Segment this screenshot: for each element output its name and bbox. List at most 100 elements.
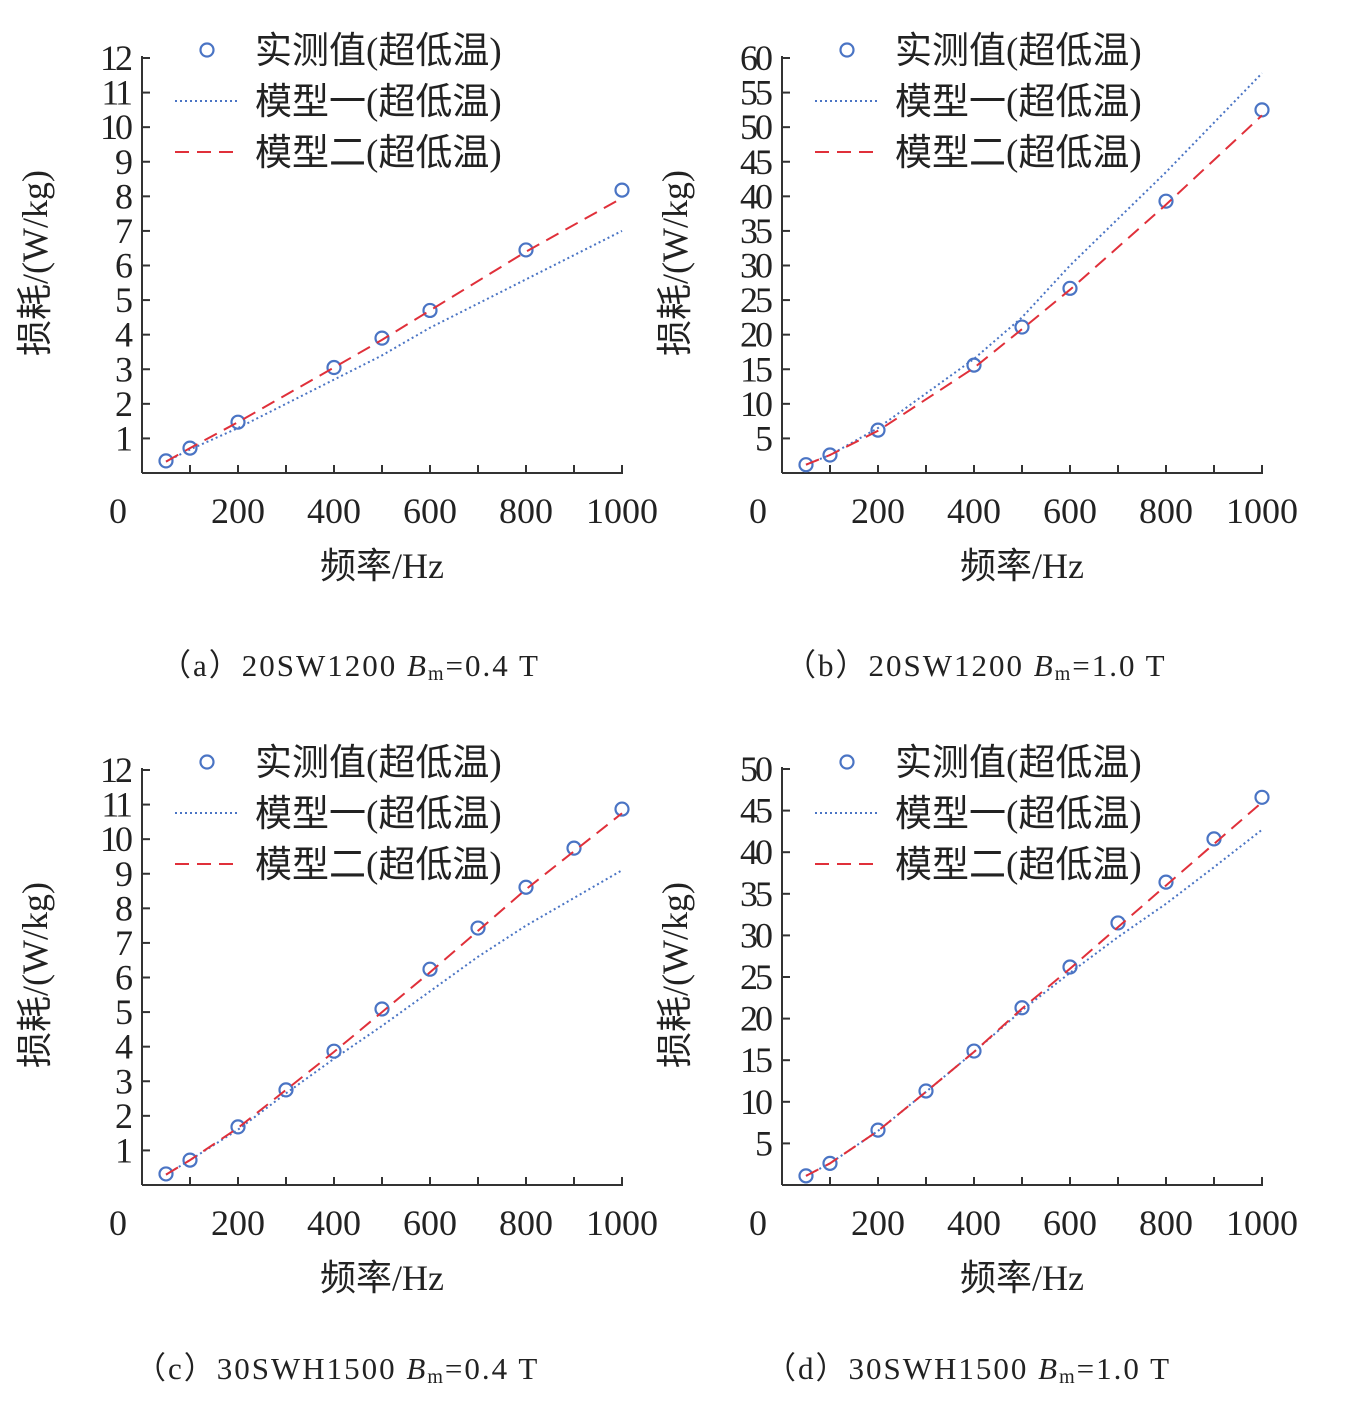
caption-text: （c）30SWH1500: [135, 1351, 407, 1386]
x-tick-label: 0: [109, 1203, 127, 1243]
y-tick-label: 11: [101, 73, 131, 113]
chart-panel-c: 0 200 400 600 800 1000123456789101112频率/Hz损耗/…: [15, 742, 658, 1298]
data-point-measured: [518, 242, 534, 258]
x-axis-label: 频率/Hz: [960, 546, 1084, 586]
series-line-model2: [805, 114, 1263, 466]
y-tick-label: 15: [740, 349, 772, 389]
data-point-measured: [566, 840, 582, 856]
data-point-measured: [798, 457, 814, 473]
y-tick-label: 40: [740, 832, 772, 872]
data-point-measured: [1254, 102, 1270, 118]
y-tick-label: 35: [740, 211, 772, 251]
legend-marker-measured: [839, 42, 855, 58]
x-tick-label: 600: [403, 491, 457, 531]
x-axis-label: 频率/Hz: [960, 1258, 1084, 1298]
data-point-measured: [230, 414, 246, 430]
x-axis-label: 频率/Hz: [320, 546, 444, 586]
x-axis-label: 频率/Hz: [320, 1258, 444, 1298]
x-tick-label: 600: [1043, 1203, 1097, 1243]
y-tick-label: 8: [115, 888, 132, 928]
data-point-measured: [158, 1166, 174, 1182]
y-tick-label: 20: [740, 999, 772, 1039]
y-tick-label: 3: [115, 1061, 132, 1101]
legend-label-model1: 模型一(超低温): [895, 81, 1142, 123]
y-tick-label: 1: [115, 1130, 131, 1170]
data-point-measured: [822, 447, 838, 463]
legend-marker-measured: [199, 42, 215, 58]
series-line-model1: [805, 828, 1263, 1177]
x-tick-label: 200: [851, 491, 905, 531]
y-tick-label: 5: [755, 1123, 772, 1163]
caption-subscript: m: [1054, 663, 1073, 685]
data-point-measured: [966, 1043, 982, 1059]
x-tick-label: 0: [109, 491, 127, 531]
x-tick-label: 800: [1139, 1203, 1193, 1243]
caption-d: （d）30SWH1500 Bm=1.0 T: [765, 1343, 1171, 1389]
x-tick-label: 1000: [1226, 491, 1298, 531]
data-point-measured: [158, 453, 174, 469]
y-tick-label: 10: [100, 819, 132, 859]
y-axis-label: 损耗/(W/kg): [15, 170, 55, 356]
x-tick-label: 0: [749, 1203, 767, 1243]
y-tick-label: 2: [115, 384, 132, 424]
data-point-measured: [1254, 789, 1270, 805]
y-tick-label: 55: [740, 73, 772, 113]
y-tick-label: 12: [100, 750, 132, 790]
x-tick-label: 400: [307, 491, 361, 531]
legend-label-measured: 实测值(超低温): [255, 30, 502, 72]
y-tick-label: 25: [740, 957, 772, 997]
legend: 实测值(超低温) 模型一(超低温) 模型二(超低温): [815, 742, 1142, 886]
y-tick-label: 7: [115, 923, 132, 963]
y-tick-label: 4: [115, 315, 133, 355]
data-point-measured: [374, 1001, 390, 1017]
data-point-measured: [422, 961, 438, 977]
y-axis-label: 损耗/(W/kg): [655, 170, 695, 356]
y-tick-label: 2: [115, 1096, 132, 1136]
x-tick-label: 200: [211, 491, 265, 531]
series-line-model1: [165, 869, 623, 1176]
data-point-measured: [870, 1122, 886, 1138]
data-point-measured: [1014, 1000, 1030, 1016]
y-tick-label: 10: [740, 384, 772, 424]
x-tick-label: 600: [403, 1203, 457, 1243]
legend-label-model2: 模型二(超低温): [895, 132, 1142, 174]
x-tick-label: 400: [947, 491, 1001, 531]
y-tick-label: 5: [115, 992, 132, 1032]
x-tick-label: 600: [1043, 491, 1097, 531]
y-tick-label: 4: [115, 1027, 133, 1067]
y-tick-label: 25: [740, 280, 772, 320]
data-point-measured: [918, 1083, 934, 1099]
caption-text: （d）30SWH1500: [765, 1351, 1039, 1386]
y-tick-label: 30: [740, 915, 772, 955]
data-point-measured: [182, 1152, 198, 1168]
data-point-measured: [422, 302, 438, 319]
x-tick-label: 200: [851, 1203, 905, 1243]
data-point-measured: [1158, 874, 1174, 890]
y-tick-label: 50: [740, 107, 772, 147]
series-line-model1: [805, 72, 1263, 466]
data-point-measured: [1062, 959, 1078, 975]
caption-a: （a）20SW1200 Bm=0.4 T: [160, 640, 540, 686]
caption-value: =0.4 T: [445, 648, 540, 683]
y-axis-label: 损耗/(W/kg): [655, 882, 695, 1068]
data-point-measured: [870, 422, 886, 438]
series-line-model2: [165, 197, 623, 463]
y-tick-label: 9: [115, 142, 132, 182]
x-tick-label: 1000: [586, 1203, 658, 1243]
legend-label-measured: 实测值(超低温): [895, 30, 1142, 72]
legend-marker-measured: [839, 754, 855, 770]
x-tick-label: 0: [749, 491, 767, 531]
y-tick-label: 10: [100, 107, 132, 147]
y-tick-label: 20: [740, 315, 772, 355]
series-line-model1: [165, 230, 623, 463]
legend: 实测值(超低温) 模型一(超低温) 模型二(超低温): [175, 742, 502, 886]
caption-symbol: B: [407, 648, 428, 683]
legend: 实测值(超低温) 模型一(超低温) 模型二(超低温): [175, 30, 502, 174]
data-point-measured: [278, 1082, 294, 1098]
data-point-measured: [966, 357, 982, 373]
data-point-measured: [326, 1043, 342, 1059]
legend-label-model2: 模型二(超低温): [895, 844, 1142, 886]
y-tick-label: 7: [115, 211, 132, 251]
legend-label-measured: 实测值(超低温): [255, 742, 502, 784]
